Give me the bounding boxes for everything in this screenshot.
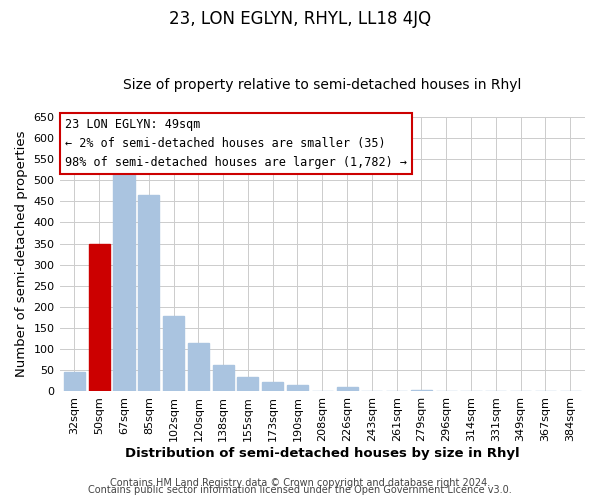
Text: Contains public sector information licensed under the Open Government Licence v3: Contains public sector information licen… bbox=[88, 485, 512, 495]
Bar bbox=[138, 195, 160, 392]
Bar bbox=[163, 316, 184, 392]
Bar bbox=[262, 382, 283, 392]
Text: 23 LON EGLYN: 49sqm
← 2% of semi-detached houses are smaller (35)
98% of semi-de: 23 LON EGLYN: 49sqm ← 2% of semi-detache… bbox=[65, 118, 407, 169]
Bar bbox=[212, 366, 233, 392]
Title: Size of property relative to semi-detached houses in Rhyl: Size of property relative to semi-detach… bbox=[123, 78, 521, 92]
Y-axis label: Number of semi-detached properties: Number of semi-detached properties bbox=[15, 131, 28, 378]
Bar bbox=[337, 387, 358, 392]
Bar bbox=[411, 390, 432, 392]
Bar bbox=[238, 376, 259, 392]
X-axis label: Distribution of semi-detached houses by size in Rhyl: Distribution of semi-detached houses by … bbox=[125, 447, 520, 460]
Text: Contains HM Land Registry data © Crown copyright and database right 2024.: Contains HM Land Registry data © Crown c… bbox=[110, 478, 490, 488]
Bar bbox=[64, 372, 85, 392]
Bar bbox=[287, 385, 308, 392]
Bar bbox=[113, 166, 134, 392]
Text: 23, LON EGLYN, RHYL, LL18 4JQ: 23, LON EGLYN, RHYL, LL18 4JQ bbox=[169, 10, 431, 28]
Bar bbox=[89, 244, 110, 392]
Bar bbox=[188, 343, 209, 392]
Bar bbox=[485, 390, 506, 392]
Bar bbox=[560, 390, 581, 392]
